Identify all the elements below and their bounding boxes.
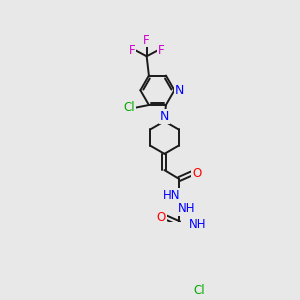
Text: N: N bbox=[160, 110, 169, 123]
Text: N: N bbox=[175, 84, 184, 97]
Text: Cl: Cl bbox=[123, 101, 135, 115]
Text: F: F bbox=[158, 44, 165, 57]
Text: F: F bbox=[129, 44, 135, 57]
Text: NH: NH bbox=[189, 218, 206, 231]
Text: HN: HN bbox=[163, 189, 181, 202]
Text: NH: NH bbox=[178, 202, 195, 215]
Text: Cl: Cl bbox=[194, 284, 205, 297]
Text: F: F bbox=[143, 34, 150, 46]
Text: O: O bbox=[157, 211, 166, 224]
Text: O: O bbox=[192, 167, 202, 180]
